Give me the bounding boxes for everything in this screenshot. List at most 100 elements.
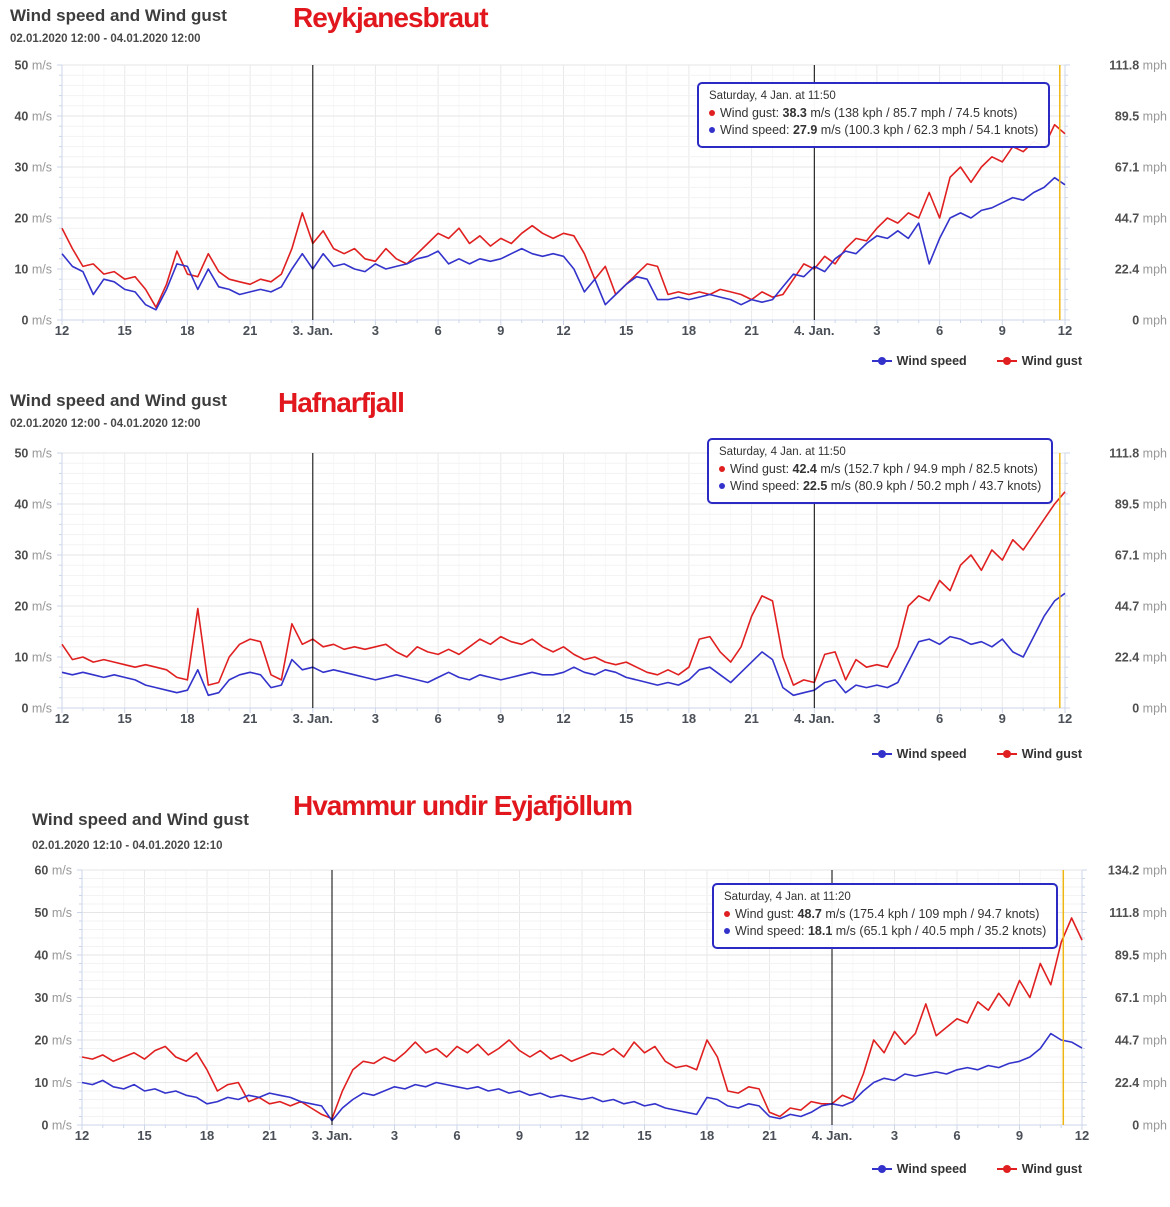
series-wind-gust-line[interactable] xyxy=(61,123,1066,309)
legend-label: Wind speed xyxy=(896,747,967,761)
legend-item-wind-speed[interactable]: Wind speed xyxy=(871,1162,967,1176)
y-axis-left-label: 20 m/s xyxy=(14,212,52,226)
x-axis-label: 3 xyxy=(873,323,880,338)
tooltip-wind-gust-row: Wind gust: 42.4 m/s (152.7 kph / 94.9 mp… xyxy=(719,461,1041,478)
x-axis-label: 15 xyxy=(637,1128,651,1143)
chart-section-hafnarfjall: Wind speed and Wind gust 02.01.2020 12:0… xyxy=(0,385,1170,770)
x-axis-label: 21 xyxy=(744,323,758,338)
x-axis-label: 18 xyxy=(180,323,194,338)
series-wind-speed-line[interactable] xyxy=(61,592,1066,697)
y-axis-left-label: 0 m/s xyxy=(21,314,52,328)
x-axis-label: 12 xyxy=(75,1128,89,1143)
tooltip-gust-detail: m/s (175.4 kph / 109 mph / 94.7 knots) xyxy=(825,907,1040,921)
x-axis-label: 3 xyxy=(873,711,880,726)
y-axis-left-label: 30 m/s xyxy=(14,161,52,175)
y-axis-left-label: 40 m/s xyxy=(14,498,52,512)
tooltip-gust-detail: m/s (152.7 kph / 94.9 mph / 82.5 knots) xyxy=(820,462,1038,476)
x-axis-label: 9 xyxy=(497,711,504,726)
wind-gust-marker-icon xyxy=(996,1165,1017,1174)
x-axis-label: 18 xyxy=(200,1128,214,1143)
station-name: Hvammur undir Eyjafjöllum xyxy=(293,790,633,821)
x-axis-label: 6 xyxy=(434,711,441,726)
tooltip-gust-label: Wind gust: xyxy=(735,907,795,921)
chart-title: Wind speed and Wind gust xyxy=(32,810,249,829)
y-axis-left-label: 50 m/s xyxy=(14,59,52,73)
tooltip-gust-value: 48.7 xyxy=(797,907,822,921)
x-axis-label: 6 xyxy=(453,1128,460,1143)
y-axis-left-label: 40 m/s xyxy=(14,110,52,124)
tooltip-wind-speed-row: Wind speed: 27.9 m/s (100.3 kph / 62.3 m… xyxy=(709,122,1038,139)
x-axis-label: 6 xyxy=(936,323,943,338)
series-wind-speed-line[interactable] xyxy=(61,176,1066,311)
speed-bullet-icon xyxy=(709,127,715,133)
chart-title: Wind speed and Wind gust xyxy=(10,391,227,410)
chart-header: Wind speed and Wind gust 02.01.2020 12:0… xyxy=(0,0,1170,58)
chart-tooltip: Saturday, 4 Jan. at 11:20 Wind gust: 48.… xyxy=(712,883,1059,949)
tooltip-time: Saturday, 4 Jan. at 11:20 xyxy=(724,891,851,903)
chart-legend: Wind speed Wind gust xyxy=(871,747,1082,761)
x-axis-label: 15 xyxy=(137,1128,151,1143)
chart-section-reykjanesbraut: Wind speed and Wind gust 02.01.2020 12:0… xyxy=(0,0,1170,385)
x-axis-label: 12 xyxy=(1075,1128,1089,1143)
y-axis-right-label: 44.7 mph xyxy=(1115,1034,1167,1048)
y-axis-right-label: 44.7 mph xyxy=(1115,212,1167,226)
x-axis-label: 12 xyxy=(1058,323,1072,338)
x-axis-label: 3. Jan. xyxy=(312,1128,352,1143)
tooltip-speed-detail: m/s (80.9 kph / 50.2 mph / 43.7 knots) xyxy=(830,479,1042,493)
y-axis-right-label: 89.5 mph xyxy=(1115,949,1167,963)
tooltip-wind-speed-row: Wind speed: 18.1 m/s (65.1 kph / 40.5 mp… xyxy=(724,923,1046,940)
y-axis-right-label: 0 mph xyxy=(1132,1119,1167,1133)
y-axis-right-label: 0 mph xyxy=(1132,314,1167,328)
wind-chart-plot[interactable]: 12 15 18 21 3. Jan. 3 6 9 12 15 18 21 4. Jan. 3 6 9 120 … xyxy=(0,446,1170,730)
x-axis-label: 3. Jan. xyxy=(293,323,333,338)
y-axis-right-label: 67.1 mph xyxy=(1115,161,1167,175)
x-axis-label: 9 xyxy=(1016,1128,1023,1143)
tooltip-time: Saturday, 4 Jan. at 11:50 xyxy=(709,90,836,102)
x-axis-label: 3. Jan. xyxy=(293,711,333,726)
x-axis-label: 9 xyxy=(999,323,1006,338)
y-axis-left-label: 50 m/s xyxy=(14,447,52,461)
x-axis-label: 12 xyxy=(575,1128,589,1143)
tooltip-speed-value: 22.5 xyxy=(802,479,828,493)
y-axis-right-label: 22.4 mph xyxy=(1115,263,1167,277)
legend-item-wind-speed[interactable]: Wind speed xyxy=(871,747,967,761)
chart-date-range: 02.01.2020 12:00 - 04.01.2020 12:00 xyxy=(10,418,201,430)
tooltip-speed-value: 18.1 xyxy=(807,924,833,938)
x-axis-label: 9 xyxy=(497,323,504,338)
wind-chart-plot[interactable]: 12 15 18 21 3. Jan. 3 6 9 12 15 18 21 4. Jan. 3 6 9 120 … xyxy=(0,863,1170,1147)
tooltip-gust-value: 38.3 xyxy=(782,106,807,120)
tooltip-speed-label: Wind speed: xyxy=(730,479,800,493)
x-axis-label: 15 xyxy=(619,711,633,726)
legend-item-wind-speed[interactable]: Wind speed xyxy=(871,354,967,368)
tooltip-wind-gust-row: Wind gust: 48.7 m/s (175.4 kph / 109 mph… xyxy=(724,906,1046,923)
y-axis-left-label: 60 m/s xyxy=(34,864,72,878)
legend-label: Wind gust xyxy=(1021,354,1082,368)
chart-date-range: 02.01.2020 12:00 - 04.01.2020 12:00 xyxy=(10,33,201,45)
tooltip-time: Saturday, 4 Jan. at 11:50 xyxy=(719,446,846,458)
series-wind-gust-line[interactable] xyxy=(81,917,1083,1120)
series-wind-gust-line[interactable] xyxy=(61,491,1066,686)
chart-legend: Wind speed Wind gust xyxy=(871,354,1082,368)
y-axis-right-label: 111.8 mph xyxy=(1109,447,1167,461)
x-axis-label: 9 xyxy=(516,1128,523,1143)
gust-bullet-icon xyxy=(709,110,715,116)
x-axis-label: 21 xyxy=(744,711,758,726)
tooltip-speed-detail: m/s (65.1 kph / 40.5 mph / 35.2 knots) xyxy=(835,924,1047,938)
x-axis-label: 6 xyxy=(434,323,441,338)
y-axis-right-label: 89.5 mph xyxy=(1115,498,1167,512)
legend-label: Wind gust xyxy=(1021,1162,1082,1176)
y-axis-left-label: 0 m/s xyxy=(41,1119,72,1133)
x-axis-label: 12 xyxy=(55,711,69,726)
wind-speed-marker-icon xyxy=(871,1165,892,1174)
legend-item-wind-gust[interactable]: Wind gust xyxy=(996,354,1082,368)
y-axis-left-label: 20 m/s xyxy=(14,600,52,614)
tooltip-gust-label: Wind gust: xyxy=(730,462,790,476)
x-axis-label: 12 xyxy=(556,711,570,726)
series-wind-speed-line[interactable] xyxy=(81,1032,1083,1122)
x-axis-label: 21 xyxy=(243,323,257,338)
y-axis-right-label: 89.5 mph xyxy=(1115,110,1167,124)
wind-chart-plot[interactable]: 12 15 18 21 3. Jan. 3 6 9 12 15 18 21 4. Jan. 3 6 9 120 … xyxy=(0,58,1170,342)
legend-item-wind-gust[interactable]: Wind gust xyxy=(996,747,1082,761)
legend-item-wind-gust[interactable]: Wind gust xyxy=(996,1162,1082,1176)
y-axis-right-label: 134.2 mph xyxy=(1108,864,1167,878)
